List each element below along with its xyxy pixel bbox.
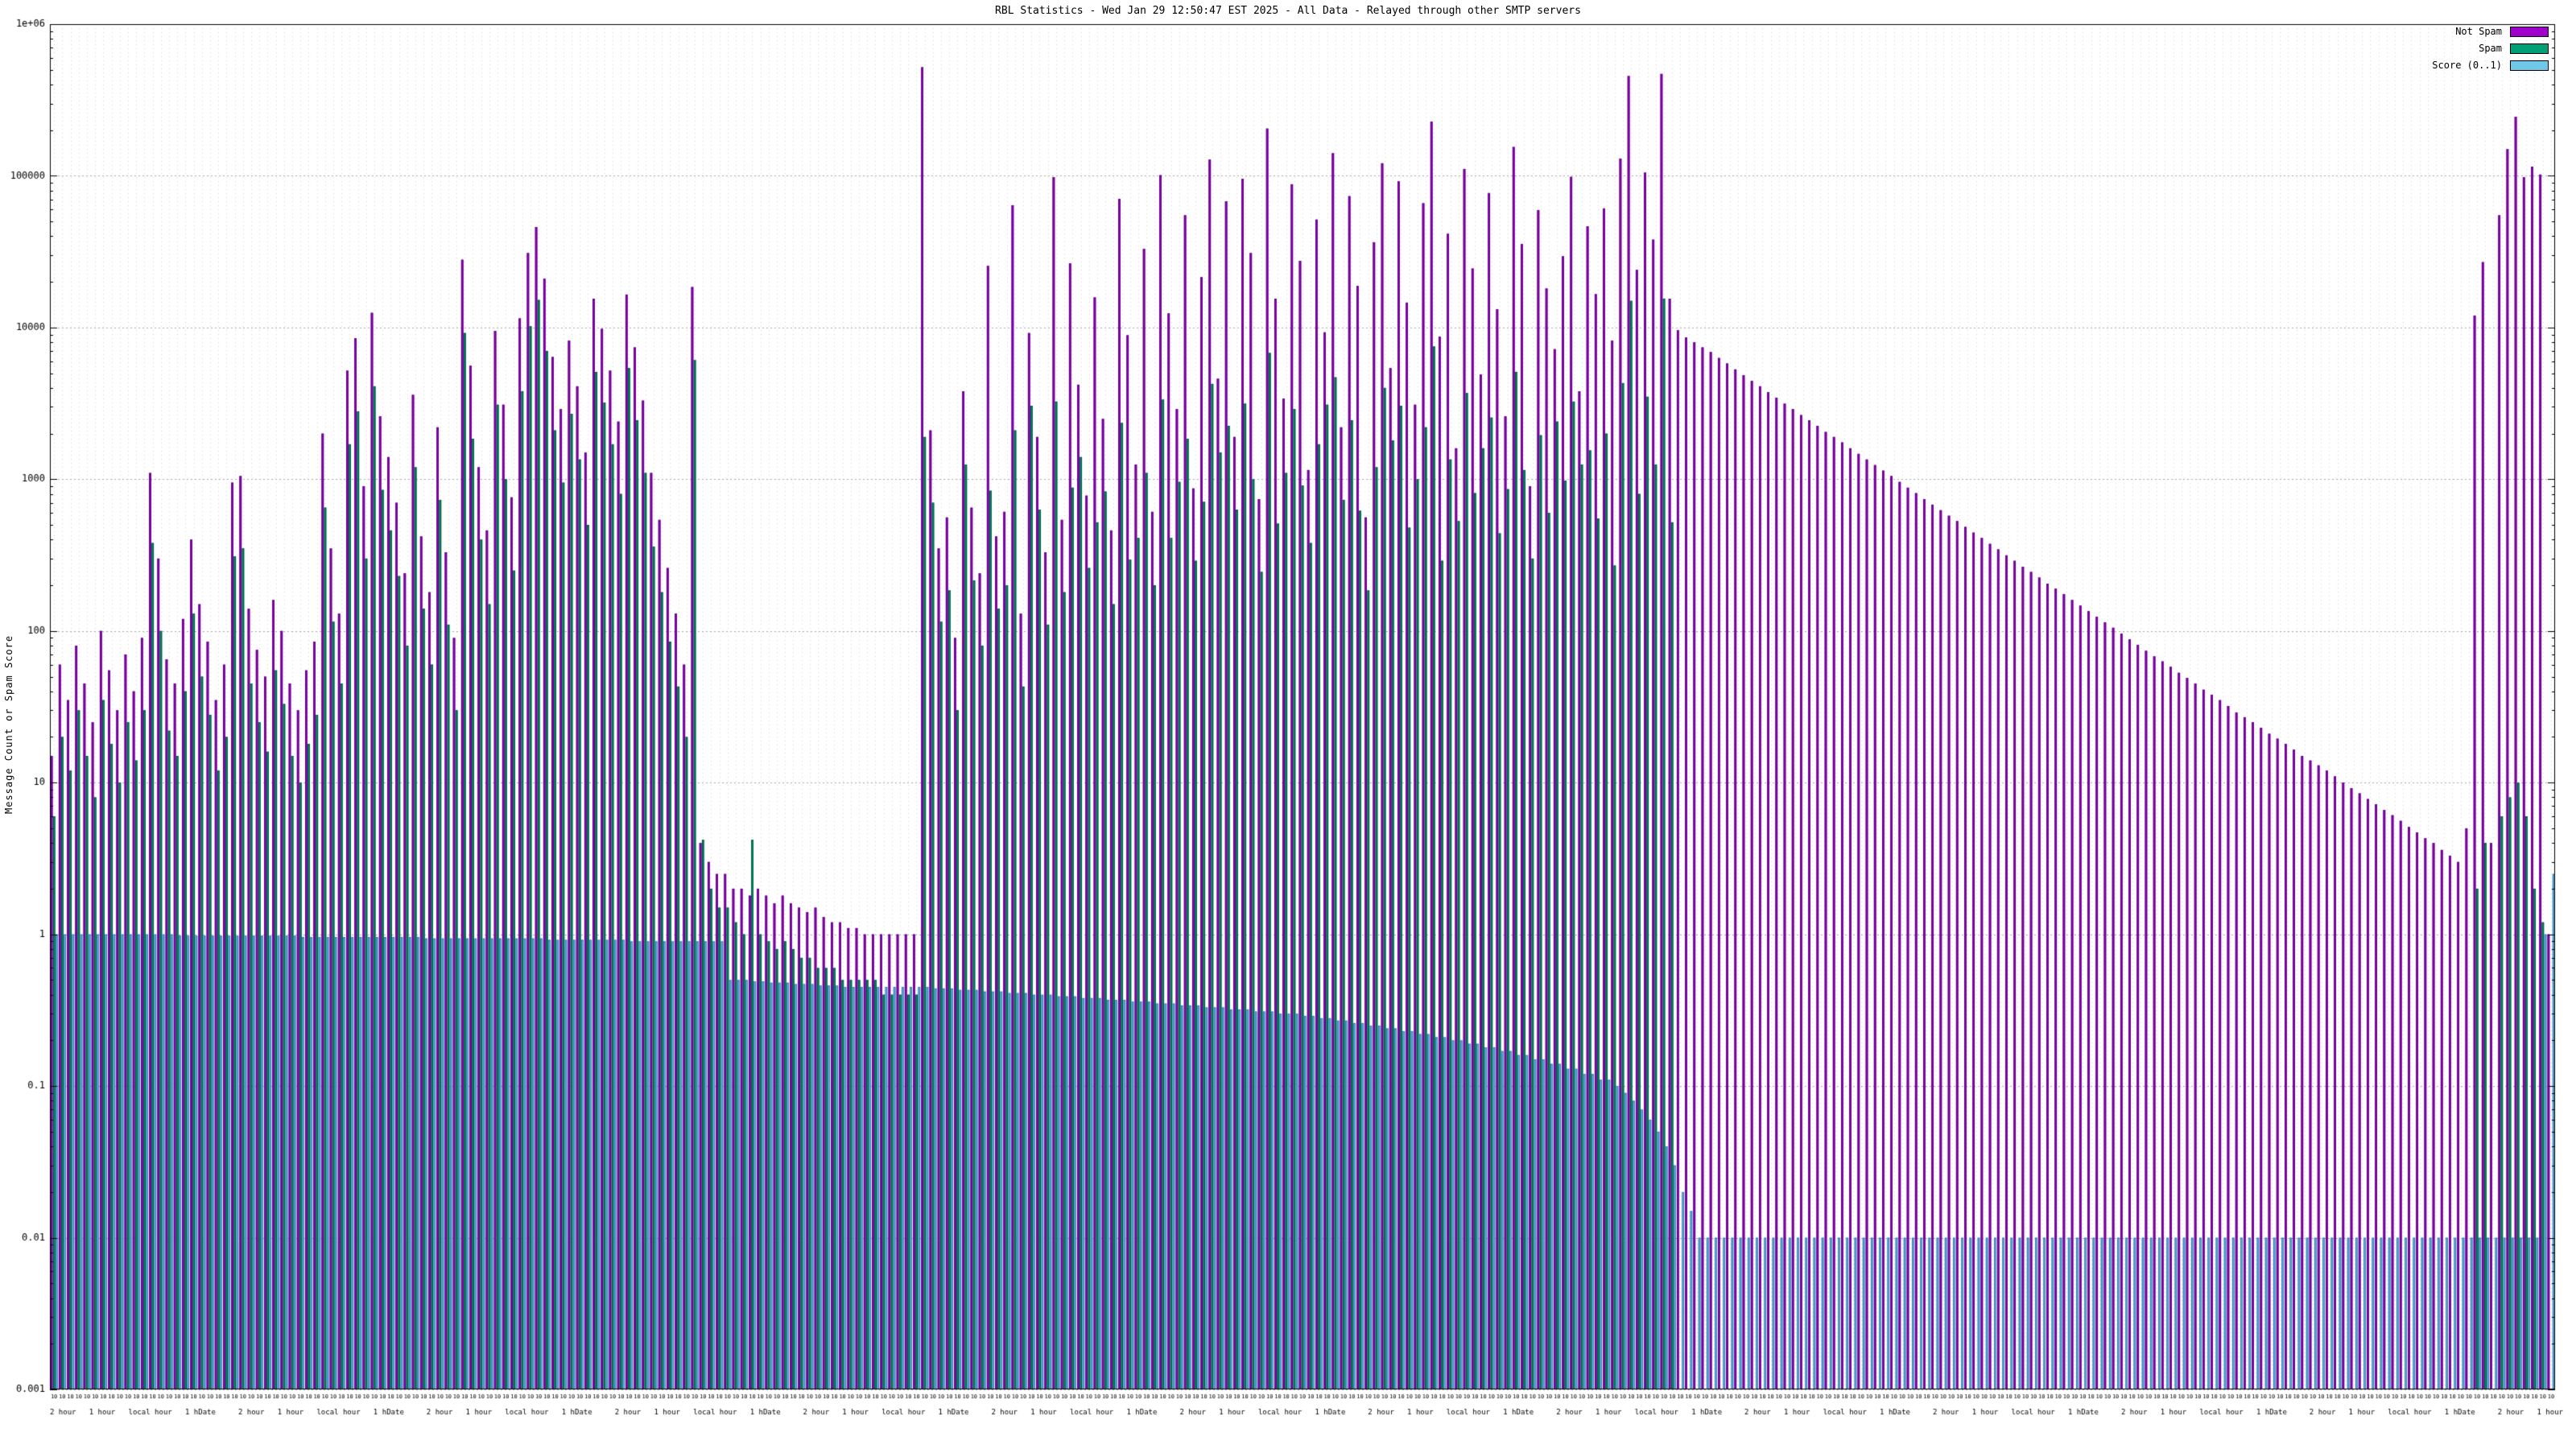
legend-label-spam: Spam: [2479, 43, 2502, 54]
chart-title: RBL Statistics - Wed Jan 29 12:50:47 EST…: [995, 5, 1581, 17]
y-axis-title: Message Count or Spam Score: [3, 634, 14, 815]
legend-item-spam: Spam: [2479, 43, 2549, 54]
legend-label-score: Score (0..1): [2432, 60, 2502, 71]
legend-swatch-score: [2510, 60, 2549, 71]
legend-swatch-not-spam: [2510, 26, 2549, 37]
legend-swatch-spam: [2510, 43, 2549, 54]
legend-item-score: Score (0..1): [2432, 60, 2549, 71]
legend-label-not-spam: Not Spam: [2455, 26, 2502, 37]
legend-item-not-spam: Not Spam: [2455, 26, 2549, 37]
legend: Not Spam Spam Score (0..1): [2432, 26, 2549, 71]
